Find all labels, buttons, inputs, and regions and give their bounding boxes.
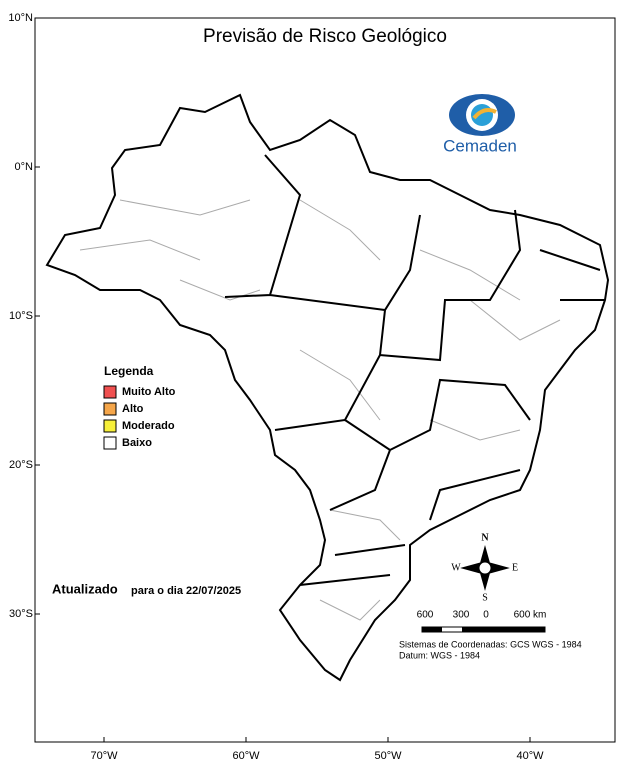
compass-n: N	[481, 532, 489, 543]
brazil	[45, 93, 610, 682]
lon-label: 40°W	[516, 750, 544, 762]
legend-label: Moderado	[122, 420, 175, 432]
legend-label: Muito Alto	[122, 386, 176, 398]
logo-arc	[472, 108, 497, 120]
legend-label: Alto	[122, 403, 144, 415]
datum-note: Datum: WGS - 1984	[399, 650, 480, 660]
logo: Cemaden	[443, 94, 517, 155]
compass-ns	[480, 545, 490, 591]
legend-label: Baixo	[122, 437, 152, 449]
map-title: Previsão de Risco Geológico	[203, 26, 447, 47]
legend-swatch	[103, 419, 117, 433]
lat-label: 10°S	[9, 310, 33, 322]
legend-title: Legenda	[104, 364, 154, 378]
updated-date: para o dia 22/07/2025	[131, 585, 241, 597]
lon-label: 50°W	[374, 750, 402, 762]
lat-label: 30°S	[9, 608, 33, 620]
lat-label: 10°N	[8, 12, 33, 24]
scale-label: 600	[417, 610, 434, 621]
compass-e: E	[512, 562, 518, 573]
scale-label: 0	[483, 610, 489, 621]
compass-w: W	[451, 562, 461, 573]
compass-s: S	[482, 592, 488, 603]
scale-seg	[422, 627, 442, 632]
lat-label: 0°N	[15, 161, 34, 173]
lat-label: 20°S	[9, 459, 33, 471]
updated-label: Atualizado	[52, 581, 118, 596]
coord-note: Sistemas de Coordenadas: GCS WGS - 1984	[399, 639, 582, 649]
state-borders	[224, 154, 605, 586]
scale-seg	[485, 627, 545, 632]
scale-bar: 600 300 0 600 km	[417, 610, 547, 633]
compass-center	[478, 561, 492, 575]
legend-swatch	[103, 385, 117, 399]
map-frame	[34, 17, 616, 743]
scale-seg	[462, 627, 485, 632]
scale-label: 300	[453, 610, 470, 621]
legend-swatch	[103, 402, 117, 416]
lon-label: 60°W	[232, 750, 260, 762]
scale-label: 600 km	[514, 610, 547, 621]
lon-label: 70°W	[90, 750, 118, 762]
municipal-lines	[79, 199, 561, 621]
logo-text: Cemaden	[443, 136, 517, 155]
legend: Legenda Muito Alto Alto Moderado Baixo	[103, 364, 176, 450]
country-outline	[45, 93, 610, 682]
compass: N S W E	[451, 532, 518, 603]
legend-swatch	[103, 436, 117, 450]
